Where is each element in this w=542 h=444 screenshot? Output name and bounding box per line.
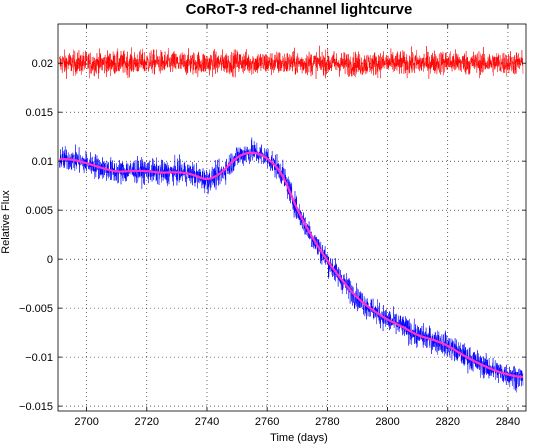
y-tick-label: −0.01 [25,352,53,364]
chart-title: CoRoT-3 red-channel lightcurve [186,1,413,18]
x-tick-label: 2760 [255,416,279,428]
series-0 [59,45,524,80]
plot-area-frame [57,23,527,412]
y-tick-label: −0.015 [19,401,53,413]
lightcurve-series-line [59,137,524,393]
y-tick-label: 0.01 [32,156,53,168]
series-1 [59,137,524,393]
y-tick-label: 0 [47,254,53,266]
y-axis-label: Relative Flux [0,190,12,254]
y-tick-label: −0.005 [19,303,53,315]
x-tick-label: 2780 [315,416,339,428]
x-axis-label: Time (days) [270,432,328,444]
x-tick-label: 2820 [436,416,460,428]
series-layer [59,45,524,393]
axis-ticks: 2700 2720 2740 2760 2780 2800 2820 2840 −0.015 −0… [19,24,526,428]
smooth-fit-line [59,151,524,379]
y-tick-label: 0.005 [25,205,53,217]
x-tick-label: 2720 [135,416,159,428]
x-tick-label: 2700 [74,416,98,428]
series-2 [59,151,524,379]
x-tick-label: 2840 [496,416,520,428]
y-tick-label: 0.02 [32,58,53,70]
grid [58,24,526,411]
lightcurve-series-line [59,45,524,80]
x-tick-label: 2740 [195,416,219,428]
x-tick-label: 2800 [375,416,399,428]
y-tick-label: 0.015 [25,107,53,119]
